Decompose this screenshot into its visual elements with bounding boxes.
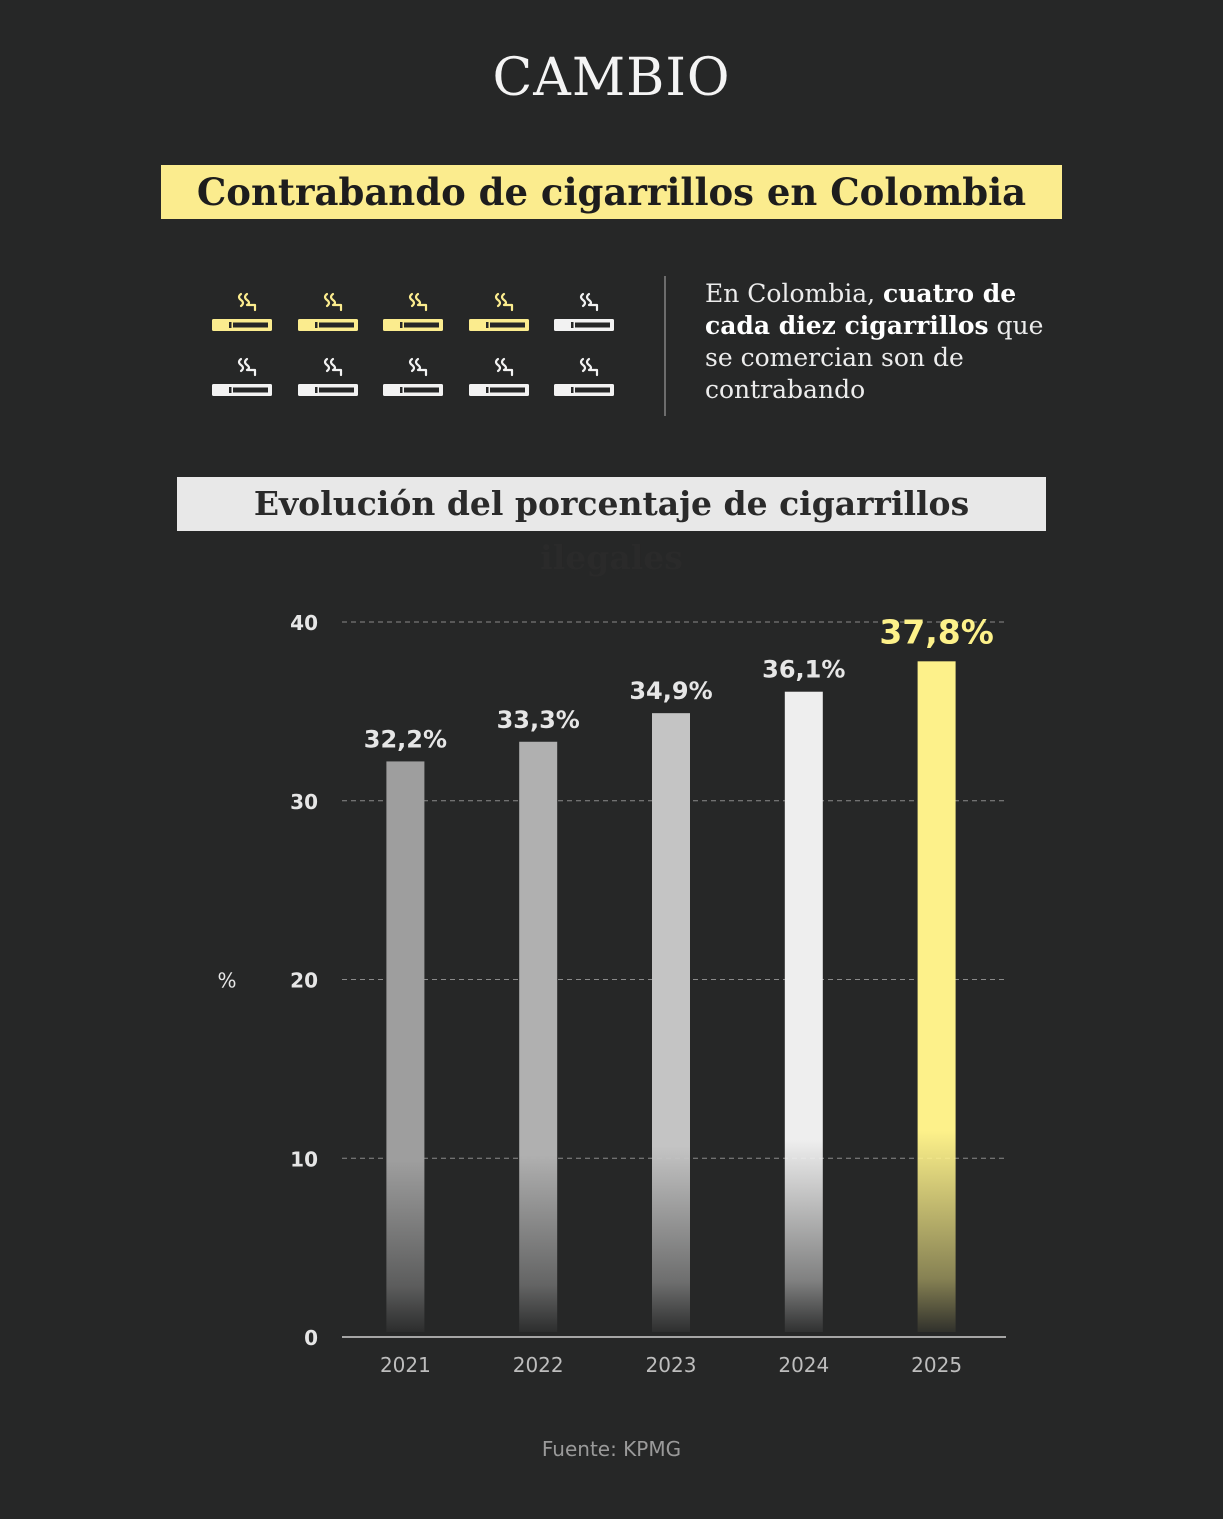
x-tick-label: 2022 — [513, 1353, 564, 1377]
bar-2021 — [386, 761, 425, 1332]
cigarette-icon — [554, 357, 614, 396]
brand-logo: CAMBIO — [492, 48, 731, 108]
cigarette-icon-grid — [210, 290, 630, 410]
cigarette-icon — [383, 357, 443, 396]
bar-2024 — [784, 691, 823, 1332]
cigarette-icon — [468, 292, 529, 331]
y-tick-label: 40 — [290, 611, 318, 635]
value-label-2021: 32,2% — [364, 725, 447, 753]
cigarette-icon — [554, 292, 614, 331]
divider — [664, 276, 666, 416]
bar-2025 — [917, 661, 956, 1332]
intro-text-bold: cuatro de cada diez cigarrillos — [705, 279, 1017, 340]
value-label-2025: 37,8% — [879, 612, 994, 651]
y-tick-label: 0 — [304, 1326, 318, 1350]
value-label-2023: 34,9% — [629, 677, 712, 705]
intro-text-part2: que se comercian son de contrabando — [705, 311, 1044, 404]
value-label-2024: 36,1% — [762, 656, 845, 684]
x-tick-label: 2021 — [380, 1353, 431, 1377]
bar-2022 — [519, 741, 558, 1332]
bar-chart: 0 10 20 30 40% 32,2% 2021 33,3% 2022 34,9% 2023 36,… — [217, 611, 1006, 1377]
y-axis-label: % — [217, 969, 236, 993]
bar-2023 — [652, 713, 690, 1332]
cigarette-icon — [383, 292, 443, 331]
cigarette-icon — [212, 292, 272, 331]
cigarette-icon — [297, 357, 358, 396]
y-tick-label: 30 — [290, 790, 318, 814]
chart-title: Evolución del porcentaje de cigarrillos … — [177, 477, 1046, 577]
x-tick-label: 2024 — [778, 1353, 829, 1377]
source-note: Fuente: KPMG — [541, 1437, 682, 1461]
intro-text-part1: En Colombia, — [705, 279, 884, 308]
x-tick-label: 2023 — [646, 1353, 697, 1377]
cigarette-icon — [468, 357, 529, 396]
page-title: Contrabando de cigarrillos en Colombia — [161, 165, 1062, 219]
y-tick-label: 20 — [290, 969, 318, 993]
cigarette-icon — [297, 292, 358, 331]
intro-text: En Colombia, cuatro de cada diez cigarri… — [705, 278, 1045, 406]
cigarette-icon — [212, 357, 272, 396]
value-label-2022: 33,3% — [497, 706, 580, 734]
x-tick-label: 2025 — [911, 1353, 962, 1377]
y-tick-label: 10 — [290, 1147, 318, 1171]
